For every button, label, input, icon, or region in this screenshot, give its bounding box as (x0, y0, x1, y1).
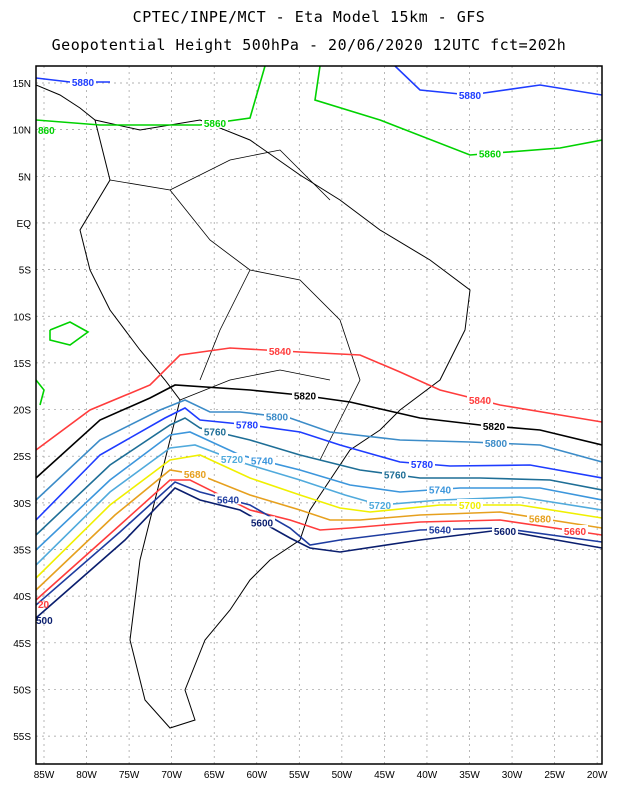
lat-tick-label: 15S (13, 359, 31, 370)
lon-tick-label: 60W (246, 770, 267, 781)
contour-label: 5700 (459, 501, 482, 512)
lat-tick-label: 5S (19, 266, 32, 277)
contour-line-5660 (36, 479, 602, 601)
map-frame (35, 65, 603, 765)
contour-label: 5640 (217, 495, 240, 506)
edge-contour-label: 20 (38, 600, 50, 611)
contour-5880: 5880 5880 (36, 66, 602, 102)
contour-label: 5720 (369, 501, 392, 512)
contour-line-5860 (36, 379, 45, 406)
contour-label: 5760 (204, 428, 227, 439)
lon-tick-label: 70W (161, 770, 182, 781)
contour-label: 5860 (204, 119, 227, 130)
contour-label: 5780 (236, 421, 259, 432)
contour-line-5740 (36, 431, 602, 551)
contour-label: 5600 (251, 518, 274, 529)
lon-tick-label: 65W (204, 770, 225, 781)
contour-label: 5740 (251, 457, 274, 468)
contour-line-5680 (36, 469, 602, 591)
contour-label: 5720 (221, 455, 244, 466)
contour-5600: 5600 5600 (36, 487, 602, 619)
lat-tick-label: 5N (18, 172, 31, 183)
lon-tick-label: 80W (76, 770, 97, 781)
lon-tick-label: 45W (374, 770, 395, 781)
contour-5780: 5780 5780 (36, 407, 602, 521)
contour-label: 5680 (529, 514, 552, 525)
lat-tick-label: EQ (17, 219, 32, 230)
lat-tick-label: 50S (13, 685, 31, 696)
title-line-1: CPTEC/INPE/MCT - Eta Model 15km - GFS (132, 8, 486, 26)
lon-tick-label: 75W (119, 770, 140, 781)
contour-label: 5860 (479, 149, 502, 160)
contour-5660: 5660 (36, 479, 602, 601)
coastline-south-america (36, 84, 471, 729)
contour-line-5780 (36, 407, 602, 521)
lat-tick-label: 15N (13, 79, 31, 90)
contour-label: 5800 (485, 439, 508, 450)
contour-line-5800 (36, 399, 602, 501)
contour-5840: 5840 5840 (36, 344, 602, 451)
contour-5760: 5760 5760 (36, 417, 602, 536)
contour-label: 5840 (269, 347, 292, 358)
edge-contour-label: 860 (38, 126, 55, 137)
contour-label: 5760 (384, 471, 407, 482)
contour-5700: 5700 (36, 454, 602, 579)
contour-label: 5660 (564, 527, 587, 538)
country-borders (109, 149, 361, 461)
contour-line-5860 (36, 66, 266, 126)
lat-tick-label: 35S (13, 546, 31, 557)
lon-tick-label: 25W (544, 770, 565, 781)
contour-line-5600 (36, 487, 602, 619)
contour-5800: 5800 5800 (36, 399, 602, 501)
lon-tick-label: 55W (289, 770, 310, 781)
lat-tick-label: 55S (13, 732, 31, 743)
contour-label: 5600 (494, 527, 517, 538)
contour-line-5840 (36, 347, 602, 451)
lat-tick-label: 30S (13, 499, 31, 510)
contour-label: 5780 (411, 460, 434, 471)
title-line-2: Geopotential Height 500hPa - 20/06/2020 … (51, 36, 567, 54)
contour-line-5760 (36, 417, 602, 536)
contour-line-5860 (314, 66, 602, 156)
edge-contour-label: 500 (36, 616, 53, 627)
contour-line-5860 (49, 321, 90, 346)
lon-tick-label: 50W (332, 770, 353, 781)
contour-label: 5800 (266, 412, 289, 423)
contour-label: 5820 (483, 422, 506, 433)
lat-tick-label: 45S (13, 639, 31, 650)
contour-5860: 5860 5860 (36, 66, 602, 406)
lat-tick-label: 25S (13, 452, 31, 463)
contour-label: 5640 (429, 526, 452, 537)
lon-tick-label: 30W (502, 770, 523, 781)
contour-line-5820 (36, 384, 602, 479)
contour-5740: 5740 5740 (36, 431, 602, 551)
lon-tick-label: 20W (587, 770, 608, 781)
lon-tick-label: 40W (417, 770, 438, 781)
contour-5680: 5680 5680 (36, 468, 602, 591)
contour-label: 5880 (459, 91, 482, 102)
contour-label: 5880 (72, 78, 95, 89)
lat-tick-label: 10S (13, 312, 31, 323)
contour-5640: 5640 5640 (36, 481, 602, 606)
contour-5820: 5820 5820 (36, 384, 602, 479)
lat-tick-label: 20S (13, 406, 31, 417)
contour-label: 5820 (294, 392, 317, 403)
contour-label: 5840 (469, 396, 492, 407)
lon-tick-label: 35W (459, 770, 480, 781)
gridlines (36, 66, 602, 764)
contour-label: 5740 (429, 485, 452, 496)
lat-tick-label: 10N (13, 126, 31, 137)
lat-tick-label: 40S (13, 592, 31, 603)
contour-label: 5680 (184, 470, 207, 481)
lon-tick-label: 85W (34, 770, 55, 781)
contour-line-5880 (394, 66, 602, 96)
